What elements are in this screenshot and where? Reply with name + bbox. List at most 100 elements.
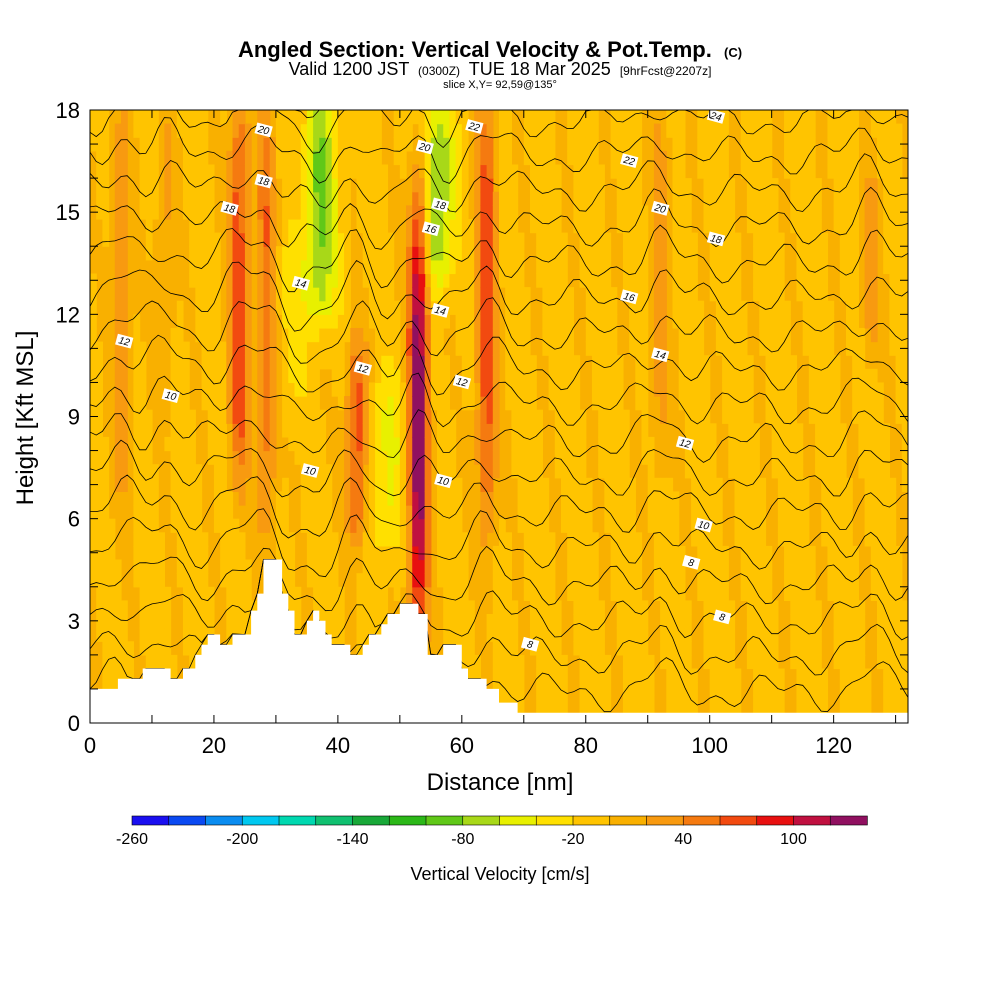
velocity-cell xyxy=(722,668,729,683)
velocity-cell xyxy=(375,191,382,206)
velocity-cell xyxy=(598,436,605,452)
velocity-cell xyxy=(189,164,196,179)
velocity-cell xyxy=(827,532,835,547)
velocity-cell xyxy=(753,586,760,601)
velocity-cell xyxy=(579,505,587,520)
velocity-cell xyxy=(350,355,358,370)
velocity-cell xyxy=(418,273,426,288)
velocity-cell xyxy=(468,259,475,275)
velocity-cell xyxy=(560,423,568,438)
velocity-cell xyxy=(170,654,178,670)
velocity-cell xyxy=(740,450,748,465)
velocity-cell xyxy=(499,246,506,261)
velocity-cell xyxy=(474,137,482,152)
velocity-cell xyxy=(201,287,209,302)
theta-contour-line xyxy=(90,334,908,396)
velocity-cell xyxy=(635,573,643,588)
velocity-cell xyxy=(852,164,860,179)
velocity-cell xyxy=(96,477,103,493)
velocity-cell xyxy=(325,464,333,479)
velocity-cell xyxy=(412,518,420,533)
velocity-cell xyxy=(883,505,891,520)
velocity-cell xyxy=(802,586,810,601)
velocity-cell xyxy=(883,586,891,601)
velocity-cell xyxy=(486,423,494,438)
velocity-cell xyxy=(808,409,816,424)
velocity-cell xyxy=(765,232,773,247)
velocity-cell xyxy=(362,600,370,615)
velocity-cell xyxy=(591,164,599,179)
velocity-cell xyxy=(325,287,333,302)
velocity-cell xyxy=(635,205,643,220)
velocity-cell xyxy=(468,368,475,384)
velocity-cell xyxy=(375,491,382,506)
velocity-cell xyxy=(257,436,265,452)
velocity-cell xyxy=(622,464,630,479)
velocity-cell xyxy=(201,178,209,193)
velocity-cell xyxy=(393,450,401,465)
velocity-cell xyxy=(337,586,345,601)
velocity-cell xyxy=(499,614,506,629)
velocity-cell xyxy=(895,695,903,710)
velocity-cell xyxy=(629,123,636,138)
velocity-cell xyxy=(337,396,345,411)
velocity-cell xyxy=(523,450,531,465)
velocity-cell xyxy=(505,246,512,261)
velocity-cell xyxy=(740,382,748,397)
velocity-cell xyxy=(213,232,221,247)
velocity-cell xyxy=(387,341,395,356)
velocity-cell xyxy=(765,614,773,629)
velocity-cell xyxy=(362,232,370,247)
velocity-cell xyxy=(151,491,159,506)
velocity-cell xyxy=(846,641,853,656)
velocity-cell xyxy=(629,273,636,288)
velocity-cell xyxy=(852,668,860,683)
theta-contour-line xyxy=(90,259,908,332)
velocity-cell xyxy=(622,110,630,125)
velocity-cell xyxy=(269,355,277,370)
velocity-cell xyxy=(375,450,382,465)
velocity-cell xyxy=(833,641,841,656)
velocity-cell xyxy=(511,368,519,384)
velocity-cell xyxy=(455,341,463,356)
velocity-cell xyxy=(288,545,296,561)
velocity-cell xyxy=(529,627,537,642)
velocity-cell xyxy=(709,695,717,710)
velocity-cell xyxy=(753,641,760,656)
velocity-cell xyxy=(90,518,97,533)
velocity-cell xyxy=(523,150,531,166)
velocity-cell xyxy=(697,300,705,315)
velocity-cell xyxy=(542,614,550,629)
velocity-cell xyxy=(771,205,779,220)
x-tick-label: 100 xyxy=(691,733,728,758)
velocity-cell xyxy=(771,232,779,247)
velocity-cell xyxy=(554,246,562,261)
velocity-cell xyxy=(567,355,574,370)
velocity-cell xyxy=(96,205,103,220)
velocity-cell xyxy=(827,164,835,179)
velocity-cell xyxy=(486,259,494,275)
velocity-cell xyxy=(753,123,760,138)
velocity-cell xyxy=(133,123,141,138)
velocity-cell xyxy=(300,368,308,384)
velocity-cell xyxy=(455,586,463,601)
velocity-cell xyxy=(815,205,822,220)
velocity-cell xyxy=(653,123,661,138)
velocity-cell xyxy=(114,164,122,179)
velocity-cell xyxy=(821,341,829,356)
velocity-cell xyxy=(288,559,296,574)
velocity-cell xyxy=(691,668,698,683)
velocity-cell xyxy=(678,355,686,370)
velocity-cell xyxy=(331,627,339,642)
velocity-cell xyxy=(418,341,426,356)
velocity-cell xyxy=(424,355,432,370)
velocity-cell xyxy=(858,641,866,656)
velocity-cell xyxy=(195,600,203,615)
velocity-cell xyxy=(629,477,636,493)
velocity-cell xyxy=(282,518,289,533)
velocity-cell xyxy=(375,586,382,601)
velocity-cell xyxy=(282,477,289,493)
velocity-cell xyxy=(102,654,110,670)
velocity-cell xyxy=(381,518,389,533)
velocity-cell xyxy=(653,178,661,193)
